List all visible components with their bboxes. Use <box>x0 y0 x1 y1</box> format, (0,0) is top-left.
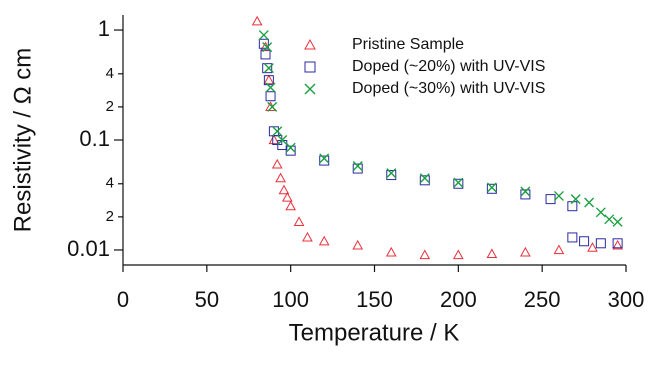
y-tick-label: 1 <box>98 16 110 41</box>
marker <box>553 190 564 201</box>
marker <box>386 170 397 181</box>
marker <box>570 194 581 205</box>
marker <box>486 182 497 193</box>
y-tick-label: 0.1 <box>79 126 110 151</box>
marker <box>352 239 364 250</box>
marker <box>612 238 623 249</box>
marker <box>267 101 278 112</box>
marker <box>604 214 615 225</box>
marker <box>263 63 274 74</box>
legend-marker <box>304 61 316 73</box>
marker <box>520 246 531 257</box>
marker <box>419 173 430 184</box>
marker <box>419 175 430 186</box>
y-tick-label: 4 <box>106 65 114 82</box>
marker <box>277 140 288 151</box>
marker <box>263 75 274 86</box>
marker <box>272 126 283 137</box>
marker <box>587 242 598 252</box>
x-tick-label: 250 <box>524 287 561 312</box>
marker <box>545 194 556 205</box>
marker <box>258 38 269 49</box>
x-tick-label: 0 <box>117 287 129 312</box>
legend-label: Pristine Sample <box>352 36 464 53</box>
x-tick-label: 150 <box>356 287 393 312</box>
x-axis-label: Temperature / K <box>289 319 460 346</box>
marker <box>486 248 498 259</box>
marker <box>584 197 595 208</box>
marker <box>595 207 606 218</box>
marker <box>318 235 330 246</box>
marker <box>285 142 296 153</box>
marker <box>265 91 276 102</box>
x-tick-label: 100 <box>272 287 309 312</box>
marker <box>352 161 363 172</box>
marker <box>258 30 269 41</box>
x-tick-label: 300 <box>608 287 645 312</box>
marker <box>271 158 283 169</box>
marker <box>265 82 276 93</box>
legend-label: Doped (~20%) with UV-VIS <box>352 58 545 75</box>
marker <box>352 163 363 174</box>
marker <box>452 249 464 260</box>
x-tick-label: 200 <box>440 287 477 312</box>
marker <box>612 216 623 227</box>
marker <box>285 145 296 156</box>
marker <box>453 178 464 189</box>
marker <box>260 49 271 60</box>
marker <box>453 177 464 188</box>
marker <box>612 239 623 250</box>
marker <box>553 244 565 255</box>
marker <box>302 231 313 242</box>
y-tick-label: 2 <box>106 98 114 115</box>
marker <box>486 183 497 194</box>
marker <box>262 63 273 74</box>
marker <box>262 42 273 53</box>
marker <box>268 134 280 145</box>
y-axis-label: Resistivity / Ω cm <box>9 48 36 233</box>
marker <box>567 232 578 243</box>
marker <box>263 74 275 85</box>
marker <box>579 236 590 247</box>
legend-marker <box>304 38 316 50</box>
marker <box>278 184 290 195</box>
marker <box>520 189 531 200</box>
marker <box>419 249 431 260</box>
marker <box>595 238 606 249</box>
x-tick-label: 50 <box>195 287 219 312</box>
marker <box>281 191 293 202</box>
y-tick-label: 4 <box>106 175 114 192</box>
marker <box>285 200 297 211</box>
marker <box>319 153 330 164</box>
marker <box>277 135 288 145</box>
y-tick-label: 0.01 <box>67 236 110 261</box>
legend-marker <box>304 83 316 95</box>
legend-label: Doped (~30%) with UV-VIS <box>352 80 545 97</box>
marker <box>275 172 286 183</box>
marker <box>386 168 397 179</box>
marker <box>520 186 531 197</box>
marker <box>319 155 330 166</box>
y-tick-label: 2 <box>106 208 114 225</box>
marker <box>293 216 305 226</box>
marker <box>251 15 263 26</box>
marker <box>385 246 397 257</box>
